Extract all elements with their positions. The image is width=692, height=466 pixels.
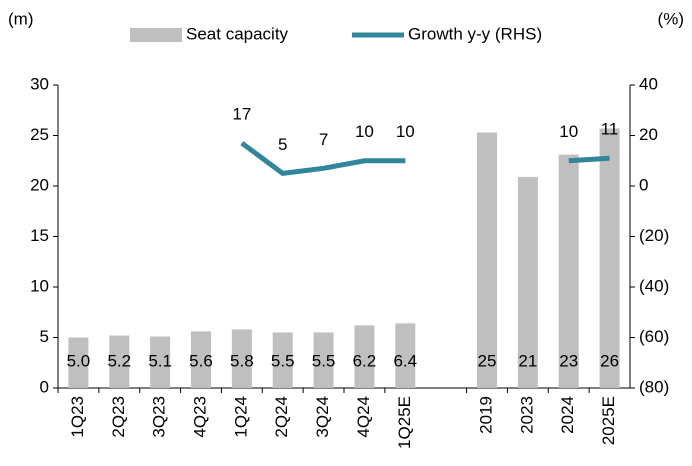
x-tick-label: 1Q25E [395,396,414,449]
bar [599,128,620,388]
y-tick-label: 10 [30,276,49,295]
bar [231,329,252,388]
y2-tick-label: (40) [639,276,669,295]
x-tick-label: 1Q24 [231,396,250,438]
line-label: 7 [319,130,328,149]
bar [109,335,130,388]
bar [395,323,416,388]
x-tick-label: 4Q23 [190,396,209,438]
x-tick-label: 2025E [599,396,618,445]
x-tick-label: 2019 [476,396,495,434]
bar-label: 5.5 [271,351,295,370]
legend-label: Growth y-y (RHS) [408,24,542,43]
bar-label: 6.4 [393,351,417,370]
y-tick-label: 25 [30,125,49,144]
left-unit: (m) [8,9,33,28]
x-tick-label: 2Q23 [109,396,128,438]
bar [558,154,579,388]
bar [477,132,497,388]
line-label: 5 [278,135,287,154]
y-tick-label: 15 [30,226,49,245]
line-label: 10 [559,122,578,141]
y-tick-label: 20 [30,175,49,194]
bar-label: 5.8 [230,351,254,370]
right-unit: (%) [658,9,684,28]
x-tick-label: 2024 [558,396,577,434]
bar-label: 6.2 [353,351,377,370]
bar [272,332,293,388]
y2-tick-label: 40 [639,74,658,93]
line-label: 10 [355,122,374,141]
bar [191,331,211,388]
y2-tick-label: 0 [639,175,648,194]
legend-label: Seat capacity [186,24,289,43]
bar-label: 5.6 [189,351,213,370]
y-tick-label: 0 [40,377,49,396]
bar [354,325,375,388]
bar-label: 5.0 [67,351,91,370]
line-label: 17 [232,105,251,124]
x-tick-label: 3Q23 [150,396,169,438]
bar-label: 5.5 [312,351,336,370]
bar-label: 23 [559,351,578,370]
y-tick-label: 5 [40,327,49,346]
bar-label: 25 [478,351,497,370]
x-tick-label: 3Q24 [313,396,332,438]
y2-tick-label: (60) [639,327,669,346]
y2-tick-label: (80) [639,377,669,396]
y-tick-label: 30 [30,74,49,93]
bar-label: 21 [518,351,537,370]
bar-label: 5.2 [107,351,131,370]
bar [68,337,89,388]
line-label: 11 [601,120,619,139]
line-label: 10 [396,122,415,141]
bar [150,336,171,388]
y2-tick-label: (20) [639,226,669,245]
x-tick-label: 2Q24 [272,396,291,438]
line [240,141,610,176]
x-tick-label: 2023 [517,396,536,434]
bar [517,176,538,388]
bar-label: 26 [600,351,619,370]
legend-swatch [130,28,182,42]
x-tick-label: 1Q23 [68,396,87,438]
bar-label: 5.1 [148,351,172,370]
bar [313,332,334,388]
y2-tick-label: 20 [639,125,658,144]
x-tick-label: 4Q24 [354,396,373,438]
